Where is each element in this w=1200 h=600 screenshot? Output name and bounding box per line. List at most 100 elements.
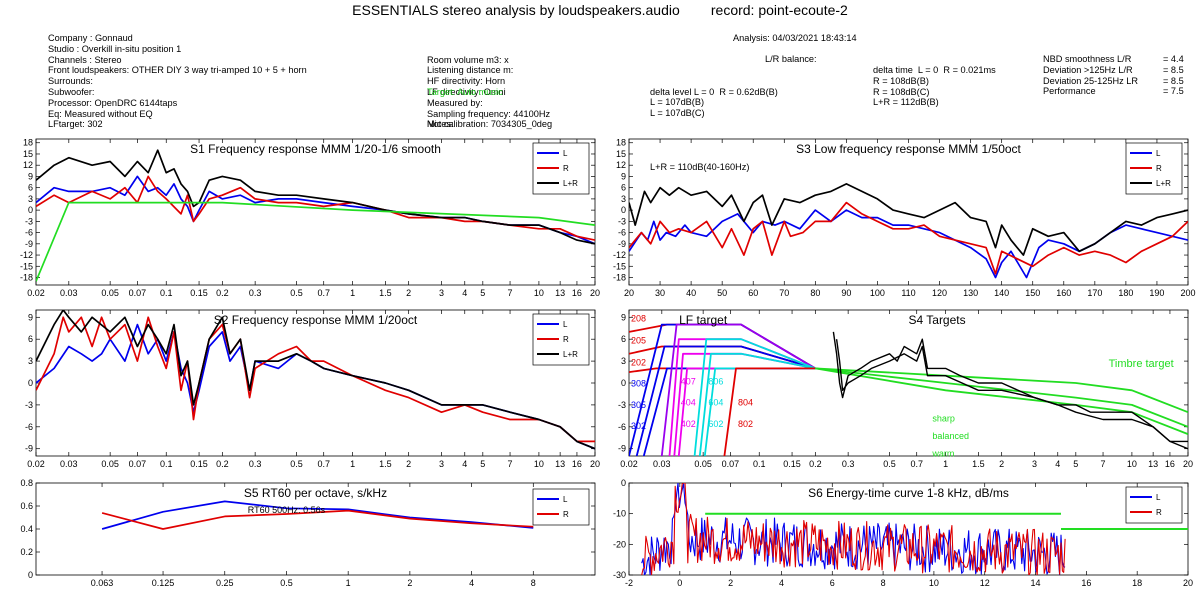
x-tick-label: 4 bbox=[1055, 459, 1060, 469]
series-r bbox=[101, 509, 534, 530]
x-tick-label: 2 bbox=[999, 459, 1004, 469]
x-tick-label: 0.15 bbox=[783, 459, 801, 469]
chart-title: S1 Frequency response MMM 1/20-1/6 smoot… bbox=[190, 142, 441, 156]
lf-target-curve bbox=[693, 338, 816, 456]
measured-curve bbox=[835, 339, 1188, 443]
y-tick-label: 0.4 bbox=[20, 524, 33, 534]
x-tick-label: 0.02 bbox=[27, 288, 45, 298]
legend-label: L bbox=[1156, 493, 1161, 502]
x-tick-label: 0.15 bbox=[190, 459, 208, 469]
series-r bbox=[36, 316, 595, 443]
legend-label: L+R bbox=[1156, 179, 1171, 188]
y-tick-label: 0 bbox=[621, 205, 626, 215]
y-tick-label: 9 bbox=[621, 171, 626, 181]
y-tick-label: -3 bbox=[25, 400, 33, 410]
x-tick-label: 0.3 bbox=[249, 459, 262, 469]
x-tick-label: 4 bbox=[462, 288, 467, 298]
x-tick-label: 130 bbox=[963, 288, 978, 298]
x-tick-label: 0.1 bbox=[753, 459, 766, 469]
series-lpr bbox=[36, 310, 595, 450]
x-tick-label: 4 bbox=[779, 578, 784, 588]
y-tick-label: 0 bbox=[28, 378, 33, 388]
x-tick-label: 0.5 bbox=[280, 578, 293, 588]
series-target bbox=[36, 201, 595, 282]
x-tick-label: 140 bbox=[994, 288, 1009, 298]
x-tick-label: 14 bbox=[1031, 578, 1041, 588]
y-tick-label: 0.8 bbox=[20, 478, 33, 488]
target-label: 407 bbox=[681, 376, 696, 386]
chart-s4: 0.02 0.03 0.05 0.07 0.1 0.15 0.2 0.3 0.5 0.7 1 1.5 2… bbox=[618, 309, 1193, 469]
header-col1: Company : Gonnaud Studio : Overkill in-si… bbox=[48, 33, 307, 130]
y-tick-label: 18 bbox=[616, 138, 626, 148]
x-tick-label: 120 bbox=[932, 288, 947, 298]
x-tick-label: 18 bbox=[1132, 578, 1142, 588]
x-tick-label: 0.7 bbox=[317, 288, 330, 298]
header-line: LFtarget: 302 bbox=[48, 119, 103, 130]
header-line: Company : Gonnaud bbox=[48, 33, 133, 43]
x-tick-label: 0 bbox=[677, 578, 682, 588]
y-tick-label: -6 bbox=[618, 422, 626, 432]
target-label: 402 bbox=[681, 419, 696, 429]
legend-label: R bbox=[563, 335, 569, 344]
timbre-target-curve bbox=[815, 367, 1188, 428]
x-tick-label: 110 bbox=[901, 288, 915, 298]
y-tick-label: 6 bbox=[28, 183, 33, 193]
x-tick-label: 0.2 bbox=[216, 288, 229, 298]
notes-text: Notes: bbox=[427, 119, 454, 130]
chart-s2: 0.02 0.03 0.05 0.07 0.1 0.15 0.2 0.3 0.5 0.7 1 1.5 2… bbox=[25, 309, 600, 469]
plot-frame bbox=[35, 138, 596, 286]
y-tick-label: -15 bbox=[20, 261, 33, 271]
x-tick-label: 50 bbox=[717, 288, 727, 298]
x-tick-label: 2 bbox=[407, 578, 412, 588]
x-tick-label: 0.03 bbox=[60, 288, 78, 298]
chart-s5: 0.063 0.125 0.25 0.5 1 2 4 8 0 0.2 0.4 0.6 0.8 S5 RT6… bbox=[20, 478, 596, 588]
y-tick-label: 0.6 bbox=[20, 501, 33, 511]
target-label: 208 bbox=[631, 314, 646, 324]
x-tick-label: 10 bbox=[534, 459, 544, 469]
header-line: Eq: Measured without EQ bbox=[48, 108, 153, 119]
y-tick-label: 0.2 bbox=[20, 547, 33, 557]
lf-target-curve bbox=[660, 323, 816, 456]
y-tick-label: 0 bbox=[28, 570, 33, 580]
x-tick-label: 6 bbox=[830, 578, 835, 588]
y-tick-label: 6 bbox=[621, 183, 626, 193]
rt60-annotation: RT60 500Hz: 0.56s bbox=[248, 505, 326, 515]
metric-value: = 7.5 bbox=[1163, 86, 1184, 97]
target-label: 205 bbox=[631, 336, 646, 346]
target-label: 806 bbox=[708, 376, 723, 386]
x-tick-label: 3 bbox=[1032, 459, 1037, 469]
y-tick-label: -12 bbox=[20, 250, 33, 260]
x-tick-label: 180 bbox=[1118, 288, 1133, 298]
metric-value: = 8.5 bbox=[1163, 64, 1184, 75]
x-tick-label: 20 bbox=[1183, 459, 1193, 469]
series-lpr bbox=[629, 183, 1188, 256]
x-tick-label: 200 bbox=[1180, 288, 1195, 298]
y-tick-label: 15 bbox=[23, 149, 33, 159]
header-col5-labels: NBD smoothness L/R Deviation >125Hz L/R De… bbox=[1043, 54, 1138, 97]
header-col2: Room volume m3: x Listening distance m: HF… bbox=[427, 33, 552, 141]
plot-frame bbox=[628, 138, 1189, 286]
x-tick-label: 1 bbox=[350, 288, 355, 298]
lr-sum-text: L+R = 110dB(40-160Hz) bbox=[650, 162, 750, 173]
target-label: 404 bbox=[681, 398, 696, 408]
x-tick-label: 0.03 bbox=[60, 459, 78, 469]
x-tick-label: 5 bbox=[480, 459, 485, 469]
x-tick-label: 0.1 bbox=[160, 459, 173, 469]
legend: LR bbox=[1125, 486, 1183, 524]
x-tick-label: 100 bbox=[870, 288, 885, 298]
x-tick-label: 16 bbox=[1081, 578, 1091, 588]
x-tick-label: 0.07 bbox=[129, 459, 147, 469]
x-tick-label: 7 bbox=[508, 459, 513, 469]
x-tick-label: 2 bbox=[406, 288, 411, 298]
header-col5-values: = 4.4 = 8.5 = 8.5 = 7.5 bbox=[1163, 54, 1184, 97]
timbre-name: warm bbox=[931, 449, 954, 459]
analysis-date: Analysis: 04/03/2021 18:43:14 bbox=[733, 33, 857, 43]
x-tick-label: 0.1 bbox=[160, 288, 173, 298]
header-line: Sampling frequency: 44100Hz bbox=[427, 108, 551, 119]
x-tick-label: 1 bbox=[346, 578, 351, 588]
plot-area bbox=[36, 310, 595, 450]
y-tick-label: 0 bbox=[621, 478, 626, 488]
x-tick-label: 20 bbox=[1183, 578, 1193, 588]
chart-title: S5 RT60 per octave, s/kHz bbox=[244, 486, 387, 500]
